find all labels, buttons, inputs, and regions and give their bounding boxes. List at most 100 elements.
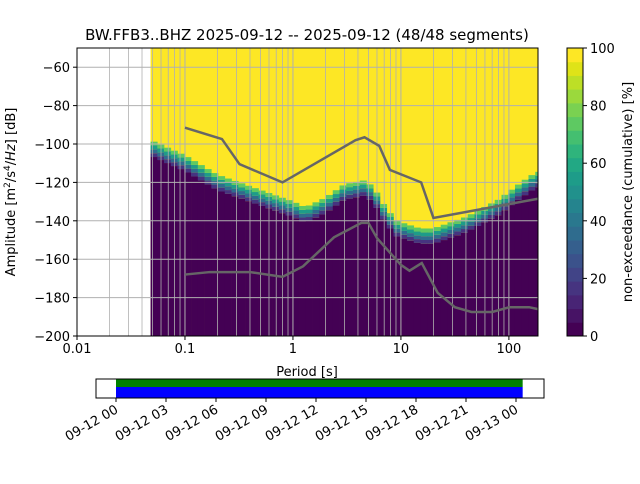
pdf-bin bbox=[292, 214, 300, 219]
pdf-bin bbox=[339, 193, 347, 197]
coverage-tick-label: 09-12 15 bbox=[313, 402, 371, 444]
pdf-bin bbox=[521, 183, 529, 188]
pdf-bin bbox=[177, 153, 185, 158]
pdf-bin bbox=[204, 172, 212, 177]
pdf-bin bbox=[535, 171, 539, 176]
pdf-bin bbox=[299, 221, 307, 336]
pdf-bin bbox=[366, 192, 374, 196]
pdf-bin bbox=[433, 230, 442, 235]
pdf-bin bbox=[164, 163, 172, 336]
pdf-bin bbox=[427, 236, 435, 240]
pdf-bin bbox=[191, 164, 199, 169]
y-tick-label: −180 bbox=[34, 292, 70, 307]
colorbar-tick-label: 40 bbox=[590, 215, 607, 230]
pdf-bin bbox=[528, 186, 536, 191]
colorbar-level bbox=[567, 240, 583, 255]
coverage-data-bar bbox=[116, 379, 523, 387]
pdf-bin bbox=[197, 172, 205, 177]
pdf-bin bbox=[346, 190, 354, 195]
pdf-bin bbox=[191, 176, 199, 336]
y-tick-label: −100 bbox=[34, 138, 70, 153]
pdf-bin bbox=[514, 196, 523, 200]
pdf-bin bbox=[211, 188, 219, 336]
pdf-bin bbox=[177, 165, 185, 170]
pdf-bin bbox=[427, 243, 435, 336]
pdf-bin bbox=[474, 218, 482, 223]
colorbar-level bbox=[567, 171, 583, 186]
pdf-bin bbox=[467, 221, 475, 226]
pdf-bin bbox=[420, 228, 428, 233]
pdf-bin bbox=[319, 214, 327, 336]
pdf-bin bbox=[312, 202, 320, 207]
pdf-bin bbox=[508, 193, 516, 198]
colorbar-tick-label: 100 bbox=[590, 42, 615, 57]
coverage-tick-label: 09-12 06 bbox=[163, 402, 221, 444]
pdf-bin bbox=[177, 169, 185, 336]
pdf-bin bbox=[218, 183, 226, 188]
noise-model-line-nhnm bbox=[184, 126, 539, 220]
pdf-bin bbox=[427, 228, 435, 233]
pdf-bin bbox=[326, 206, 334, 211]
colorbar-level bbox=[567, 102, 583, 118]
pdf-bin bbox=[440, 232, 448, 237]
pdf-bin bbox=[467, 214, 475, 219]
pdf-bin bbox=[433, 242, 442, 336]
colorbar-tick-label: 0 bbox=[590, 330, 598, 345]
pdf-bin bbox=[346, 183, 354, 188]
pdf-bin bbox=[440, 224, 448, 229]
pdf-bin bbox=[474, 214, 482, 219]
pdf-bin bbox=[211, 173, 219, 177]
pdf-bin bbox=[501, 206, 509, 211]
pdf-bin bbox=[380, 211, 388, 216]
colorbar-level bbox=[567, 322, 583, 337]
pdf-bin bbox=[312, 209, 320, 214]
pdf-bin bbox=[177, 161, 185, 166]
pdf-bin bbox=[184, 157, 192, 161]
y-tick-label: −160 bbox=[34, 253, 70, 268]
pdf-bin bbox=[460, 229, 469, 233]
y-tick-label: −60 bbox=[43, 61, 70, 76]
coverage-tick-label: 09-12 00 bbox=[63, 402, 121, 444]
pdf-bin bbox=[272, 203, 280, 207]
pdf-bin bbox=[380, 219, 388, 336]
pdf-bin bbox=[359, 184, 367, 189]
pdf-bin bbox=[528, 190, 536, 336]
pdf-bin bbox=[366, 199, 374, 336]
pdf-bin bbox=[474, 225, 482, 336]
colorbar-level bbox=[567, 185, 583, 200]
pdf-bin bbox=[224, 182, 232, 187]
colorbar-label: non-exceedance (cumulative) [%] bbox=[621, 82, 636, 302]
pdf-bin bbox=[460, 221, 469, 226]
pdf-bin bbox=[460, 217, 469, 222]
colorbar-level bbox=[567, 294, 583, 310]
x-tick-label: 0.01 bbox=[63, 342, 92, 357]
pdf-bin bbox=[514, 192, 523, 197]
pdf-bin bbox=[487, 211, 496, 215]
pdf-bin bbox=[191, 172, 199, 177]
pdf-bin bbox=[312, 213, 320, 218]
colorbar-tick-label: 60 bbox=[590, 157, 607, 172]
pdf-bin bbox=[258, 205, 266, 336]
pdf-bin bbox=[218, 191, 226, 336]
pdf-bin bbox=[197, 168, 205, 173]
y-tick-label: −80 bbox=[43, 100, 70, 115]
colorbar-level bbox=[567, 308, 583, 323]
pdf-bin bbox=[319, 202, 327, 207]
pdf-bin bbox=[251, 199, 259, 204]
pdf-bin bbox=[440, 240, 448, 336]
pdf-bin bbox=[346, 194, 354, 199]
pdf-bin bbox=[211, 176, 219, 181]
pdf-bin bbox=[218, 176, 226, 180]
pdf-bin bbox=[400, 223, 408, 228]
pdf-bin bbox=[258, 190, 266, 195]
pdf-bin bbox=[285, 211, 293, 216]
pdf-bin bbox=[272, 199, 280, 204]
pdf-bin bbox=[406, 240, 415, 336]
pdf-bin bbox=[164, 147, 172, 152]
colorbar-level bbox=[567, 89, 583, 104]
pdf-bin bbox=[272, 210, 280, 336]
colorbar-level bbox=[567, 267, 583, 282]
x-tick-label: 100 bbox=[496, 342, 521, 357]
coverage-tick-label: 09-12 12 bbox=[263, 402, 321, 444]
